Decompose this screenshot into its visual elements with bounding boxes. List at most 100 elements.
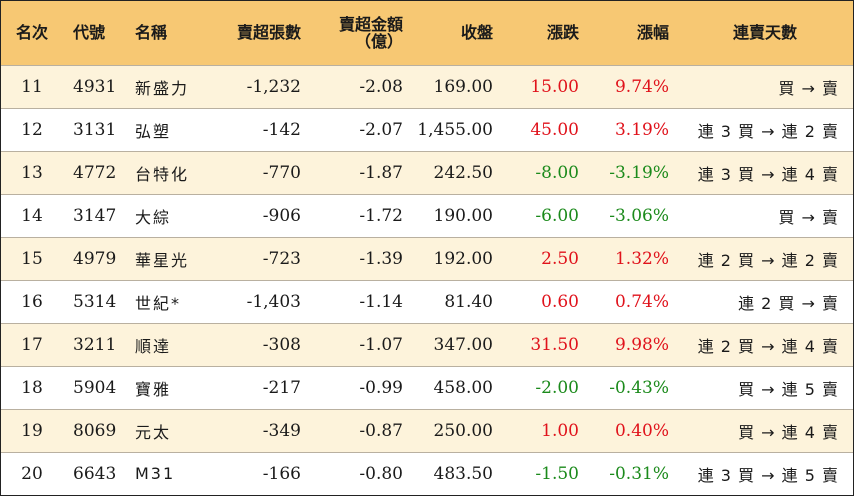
cell-close: 81.40: [407, 279, 497, 323]
cell-name: 世紀*: [127, 279, 209, 323]
cell-net-sell-lots: -217: [209, 365, 305, 409]
table-row: 15 4979 華星光 -723 -1.39 192.00 2.50 1.32% 連 2 買 →…: [1, 236, 853, 280]
cell-change-pct: 3.19%: [587, 107, 677, 151]
cell-close: 1,455.00: [407, 107, 497, 151]
cell-change-pct: 9.98%: [587, 322, 677, 366]
cell-rank: 18: [1, 365, 63, 409]
cell-change: -8.00: [497, 150, 587, 194]
cell-code: 5904: [63, 365, 127, 409]
cell-code: 8069: [63, 408, 127, 452]
cell-streak: 連 2 買 → 賣: [677, 279, 853, 323]
table-row: 19 8069 元太 -349 -0.87 250.00 1.00 0.40% 買 → 連 4 …: [1, 408, 853, 452]
cell-net-sell-amount: -2.07: [305, 107, 407, 151]
cell-change: 1.00: [497, 408, 587, 452]
cell-close: 483.50: [407, 451, 497, 495]
cell-net-sell-amount: -2.08: [305, 64, 407, 108]
cell-code: 4772: [63, 150, 127, 194]
cell-net-sell-lots: -770: [209, 150, 305, 194]
cell-net-sell-lots: -906: [209, 193, 305, 237]
header-name: 名稱: [135, 22, 168, 42]
cell-change: -6.00: [497, 193, 587, 237]
cell-code: 4931: [63, 64, 127, 108]
cell-change: 0.60: [497, 279, 587, 323]
cell-close: 458.00: [407, 365, 497, 409]
cell-change-pct: 1.32%: [587, 236, 677, 280]
cell-net-sell-amount: -0.80: [305, 451, 407, 495]
cell-streak: 買 → 賣: [677, 193, 853, 237]
cell-change-pct: -3.06%: [587, 193, 677, 237]
cell-rank: 13: [1, 150, 63, 194]
cell-close: 250.00: [407, 408, 497, 452]
cell-net-sell-amount: -1.72: [305, 193, 407, 237]
cell-code: 3131: [63, 107, 127, 151]
cell-code: 3211: [63, 322, 127, 366]
cell-net-sell-lots: -349: [209, 408, 305, 452]
cell-net-sell-amount: -1.07: [305, 322, 407, 366]
cell-streak: 買 → 連 4 賣: [677, 408, 853, 452]
cell-name: 新盛力: [127, 64, 209, 108]
cell-streak: 連 3 買 → 連 5 賣: [677, 451, 853, 495]
cell-rank: 14: [1, 193, 63, 237]
table-row: 14 3147 大綜 -906 -1.72 190.00 -6.00 -3.06% 買 → 賣: [1, 193, 853, 237]
cell-rank: 12: [1, 107, 63, 151]
cell-name: 元太: [127, 408, 209, 452]
cell-close: 192.00: [407, 236, 497, 280]
cell-change-pct: 0.74%: [587, 279, 677, 323]
cell-close: 242.50: [407, 150, 497, 194]
cell-name: 弘塑: [127, 107, 209, 151]
cell-change: 2.50: [497, 236, 587, 280]
header-close: 收盤: [460, 22, 493, 42]
cell-name: M31: [127, 451, 209, 495]
header-net-sell-lots: 賣超張數: [236, 22, 301, 42]
cell-net-sell-amount: -1.87: [305, 150, 407, 194]
cell-close: 347.00: [407, 322, 497, 366]
cell-change: 31.50: [497, 322, 587, 366]
table-row: 16 5314 世紀* -1,403 -1.14 81.40 0.60 0.74% 連 2 買 …: [1, 279, 853, 323]
cell-close: 190.00: [407, 193, 497, 237]
cell-code: 6643: [63, 451, 127, 495]
cell-name: 台特化: [127, 150, 209, 194]
cell-streak: 連 3 買 → 連 4 賣: [677, 150, 853, 194]
header-net-sell-amount-line1: 賣超金額: [338, 14, 403, 34]
cell-streak: 連 2 買 → 連 4 賣: [677, 322, 853, 366]
cell-streak: 買 → 賣: [677, 64, 853, 108]
cell-streak: 連 2 買 → 連 2 賣: [677, 236, 853, 280]
header-change: 漲跌: [546, 22, 579, 42]
table-row: 13 4772 台特化 -770 -1.87 242.50 -8.00 -3.19% 連 3 買…: [1, 150, 853, 194]
header-rank: 名次: [15, 22, 48, 42]
cell-net-sell-lots: -166: [209, 451, 305, 495]
cell-rank: 15: [1, 236, 63, 280]
header-net-sell-amount: 賣超金額 （億）: [305, 1, 407, 65]
cell-rank: 20: [1, 451, 63, 495]
table-row: 17 3211 順達 -308 -1.07 347.00 31.50 9.98% 連 2 買 →…: [1, 322, 853, 366]
cell-rank: 16: [1, 279, 63, 323]
cell-change: 15.00: [497, 64, 587, 108]
cell-streak: 連 3 買 → 連 2 賣: [677, 107, 853, 151]
table-row: 11 4931 新盛力 -1,232 -2.08 169.00 15.00 9.74% 買 → …: [1, 64, 853, 108]
table-row: 12 3131 弘塑 -142 -2.07 1,455.00 45.00 3.19% 連 3 買…: [1, 107, 853, 151]
cell-net-sell-amount: -0.87: [305, 408, 407, 452]
table-body: 11 4931 新盛力 -1,232 -2.08 169.00 15.00 9.74% 買 → …: [1, 64, 853, 495]
cell-change: -1.50: [497, 451, 587, 495]
table-row: 18 5904 寶雅 -217 -0.99 458.00 -2.00 -0.43% 買 → 連 …: [1, 365, 853, 409]
cell-change-pct: 9.74%: [587, 64, 677, 108]
cell-name: 大綜: [127, 193, 209, 237]
header-net-sell-amount-line2: （億）: [354, 31, 403, 51]
cell-name: 順達: [127, 322, 209, 366]
cell-net-sell-lots: -1,403: [209, 279, 305, 323]
cell-net-sell-lots: -142: [209, 107, 305, 151]
table-row: 20 6643 M31 -166 -0.80 483.50 -1.50 -0.31% 連 3 買…: [1, 451, 853, 495]
cell-rank: 17: [1, 322, 63, 366]
cell-net-sell-lots: -723: [209, 236, 305, 280]
cell-rank: 11: [1, 64, 63, 108]
cell-change-pct: -0.31%: [587, 451, 677, 495]
cell-name: 華星光: [127, 236, 209, 280]
header-streak: 連賣天數: [732, 22, 797, 42]
cell-change-pct: -0.43%: [587, 365, 677, 409]
cell-code: 3147: [63, 193, 127, 237]
cell-rank: 19: [1, 408, 63, 452]
cell-net-sell-lots: -308: [209, 322, 305, 366]
cell-change: -2.00: [497, 365, 587, 409]
